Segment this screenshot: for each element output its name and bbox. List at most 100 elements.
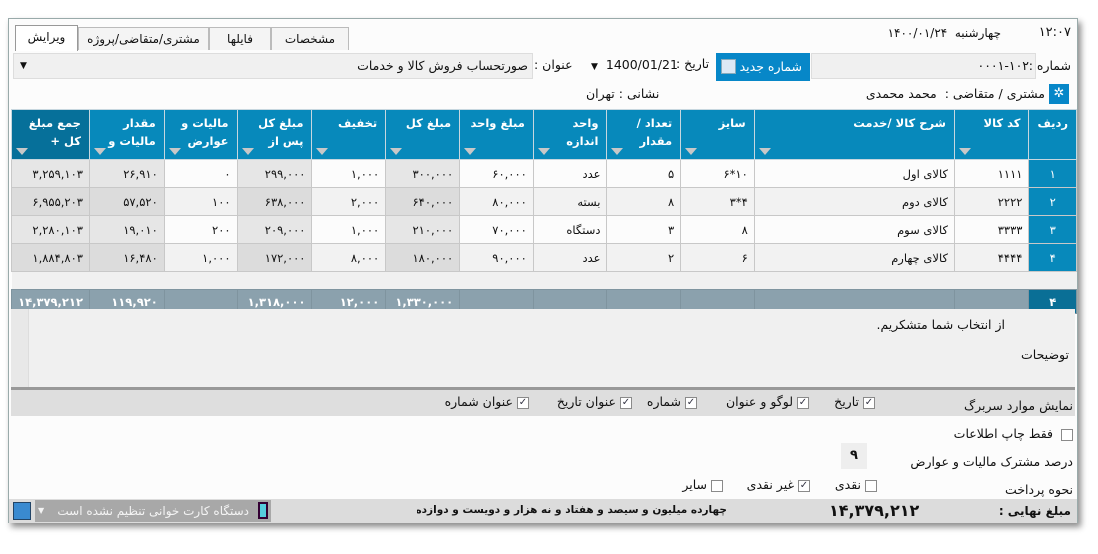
table-cell[interactable]: ۷۰,۰۰۰ [459,215,534,244]
checkbox-icon[interactable]: ✓ [863,396,875,409]
table-cell[interactable]: بسته [532,187,608,216]
table-cell[interactable]: ۸,۰۰۰ [311,243,387,272]
option-date-title[interactable]: ✓ عنوان تاریخ [557,394,632,409]
filter-icon[interactable] [464,148,477,155]
table-cell[interactable]: عدد [532,243,608,272]
tab-edit[interactable]: ویرایش [15,25,78,51]
table-cell[interactable]: ۱,۸۸۴,۸۰۳ [11,243,90,272]
tab-specs[interactable]: مشخصات [271,27,349,50]
table-cell[interactable]: ۱۰*۶ [680,159,755,188]
title-dropdown[interactable]: صورتحساب فروش کالا و خدمات ▼ [13,53,533,79]
number-field[interactable]: ۰۰۰۱-۱۰۲ [811,53,1036,79]
table-cell[interactable]: ۴*۳ [680,187,755,216]
filter-icon[interactable] [537,148,550,155]
table-cell[interactable]: ۶,۹۵۵,۲۰۳ [11,187,90,216]
table-cell[interactable]: ۵ [606,159,682,188]
table-cell[interactable]: کالای سوم [753,215,955,244]
table-cell[interactable]: ۸۰,۰۰۰ [459,187,534,216]
option-number[interactable]: ✓ شماره [647,394,697,409]
checkbox-icon[interactable]: ✓ [685,396,697,409]
column-header[interactable]: ردیف [1028,109,1077,160]
column-header[interactable]: مالیات و عوارض [163,109,238,160]
checkbox-icon[interactable] [1061,428,1073,441]
table-cell[interactable]: کالای دوم [753,187,955,216]
table-cell[interactable]: ۱,۰۰۰ [311,215,387,244]
filter-icon[interactable] [316,148,329,155]
payment-non-cash[interactable]: ✓ غیر نقدی [747,477,810,492]
table-cell[interactable]: ۲۰۹,۰۰۰ [236,215,313,244]
column-header[interactable]: کد کالا [953,109,1030,160]
table-cell[interactable]: ۲۱۰,۰۰۰ [385,215,461,244]
table-cell[interactable]: ۶۴۰,۰۰۰ [385,187,461,216]
filter-icon[interactable] [758,148,771,155]
checkbox-icon[interactable] [711,479,723,492]
payment-other[interactable]: سایر [682,477,723,492]
row-number[interactable]: ۳ [1028,215,1077,244]
filter-icon[interactable] [93,148,106,155]
table-cell[interactable]: ۲,۰۰۰ [311,187,387,216]
table-cell[interactable]: ۳,۲۵۹,۱۰۳ [11,159,90,188]
option-number-title[interactable]: ✓ عنوان شماره [445,394,529,409]
table-cell[interactable]: ۱۱۱۱ [953,159,1030,188]
tab-customer-project[interactable]: مشتری/متقاضی/پروژه [78,27,209,50]
table-cell[interactable]: کالای چهارم [753,243,955,272]
table-cell[interactable]: ۲۲۲۲ [953,187,1030,216]
tax-percent-input[interactable]: ۹ [841,443,867,469]
checkbox-icon[interactable]: ✓ [517,396,529,409]
table-cell[interactable]: کالای اول [753,159,955,188]
filter-icon[interactable] [168,148,181,155]
table-cell[interactable]: ۳ [606,215,682,244]
checkbox-icon[interactable]: ✓ [798,479,810,492]
column-header[interactable]: واحد اندازه [532,109,608,160]
row-number[interactable]: ۲ [1028,187,1077,216]
table-cell[interactable]: ۲۹۹,۰۰۰ [236,159,313,188]
column-header[interactable]: مقدار مالیات و [88,109,165,160]
column-header[interactable]: تخفیف [311,109,387,160]
column-header[interactable]: سایز [680,109,755,160]
table-cell[interactable]: ۳۳۳۳ [953,215,1030,244]
table-cell[interactable]: ۴۴۴۴ [953,243,1030,272]
filter-icon[interactable] [390,148,403,155]
checkbox-icon[interactable]: ✓ [797,396,809,409]
notes-input[interactable]: از انتخاب شما متشکریم. [876,317,1006,332]
table-cell[interactable]: ۹۰,۰۰۰ [459,243,534,272]
filter-icon[interactable] [241,148,254,155]
table-row[interactable]: ۱ ۱۱۱۱ کالای اول ۱۰*۶ ۵ عدد ۶۰,۰۰۰ ۳۰۰,۰۰۰ ۱,۰۰۰… [11,159,1077,188]
checkbox-icon[interactable] [865,479,877,492]
filter-icon[interactable] [16,148,28,155]
table-cell[interactable]: ۱۶,۴۸۰ [88,243,165,272]
option-date[interactable]: ✓ تاریخ [834,394,875,409]
table-cell[interactable]: دستگاه [532,215,608,244]
filter-icon[interactable] [685,148,698,155]
table-cell[interactable]: ۲۶,۹۱۰ [88,159,165,188]
payment-cash[interactable]: نقدی [835,477,877,492]
table-cell[interactable]: ۸ [606,187,682,216]
table-cell[interactable]: ۱۸۰,۰۰۰ [385,243,461,272]
table-cell[interactable]: ۶۰,۰۰۰ [459,159,534,188]
print-only-option[interactable]: فقط چاپ اطلاعات [954,426,1073,441]
option-logo-title[interactable]: ✓ لوگو و عنوان [726,394,809,409]
table-cell[interactable]: ۱,۰۰۰ [311,159,387,188]
new-number-button[interactable]: شماره جدید [716,53,810,81]
table-cell[interactable]: عدد [532,159,608,188]
table-row[interactable]: ۲ ۲۲۲۲ کالای دوم ۴*۳ ۸ بسته ۸۰,۰۰۰ ۶۴۰,۰۰۰ ۲,۰۰۰… [11,187,1077,216]
filter-icon[interactable] [958,148,971,155]
table-cell[interactable]: ۱۰۰ [163,187,238,216]
table-row[interactable]: ۴ ۴۴۴۴ کالای چهارم ۶ ۲ عدد ۹۰,۰۰۰ ۱۸۰,۰۰۰ ۸,۰۰۰ ۱… [11,243,1077,272]
checkbox-icon[interactable]: ✓ [620,396,632,409]
table-cell[interactable]: ۸ [680,215,755,244]
tab-files[interactable]: فایلها [209,27,271,50]
table-cell[interactable]: ۲ [606,243,682,272]
table-cell[interactable]: ۱,۰۰۰ [163,243,238,272]
settings-list-icon[interactable] [13,502,31,520]
table-row[interactable]: ۳ ۳۳۳۳ کالای سوم ۸ ۳ دستگاه ۷۰,۰۰۰ ۲۱۰,۰۰۰ ۱,۰۰۰… [11,215,1077,244]
table-cell[interactable]: ۲,۲۸۰,۱۰۳ [11,215,90,244]
filter-icon[interactable] [611,148,624,155]
column-header[interactable]: شرح کالا /خدمت [753,109,955,160]
customer-lookup-icon[interactable]: ✲ [1049,84,1069,104]
column-header[interactable]: مبلغ کل پس از [236,109,313,160]
column-header[interactable]: تعداد /مقدار [606,109,682,160]
scrollbar[interactable] [11,309,29,387]
table-cell[interactable]: ۲۰۰ [163,215,238,244]
table-cell[interactable]: ۵۷,۵۲۰ [88,187,165,216]
